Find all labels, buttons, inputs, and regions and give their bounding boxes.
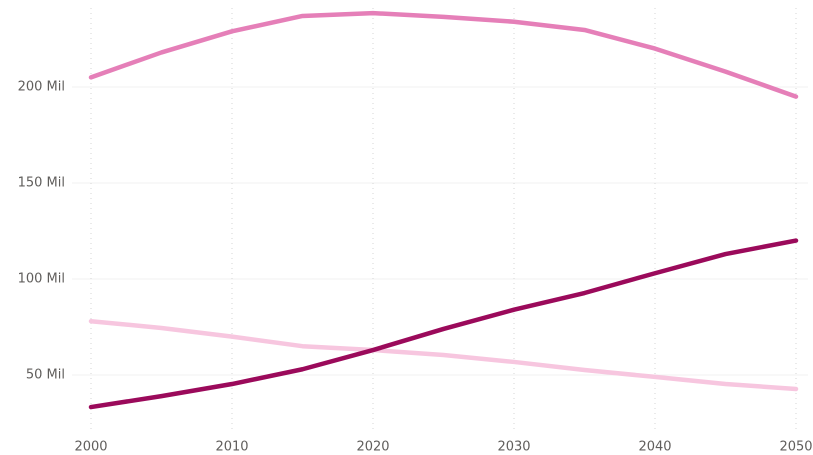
y-tick-label: 100 Mil xyxy=(18,272,65,287)
x-tick-label: 2030 xyxy=(497,440,530,455)
x-tick-label: 2010 xyxy=(215,440,248,455)
line-series xyxy=(88,238,799,410)
x-tick-label: 2020 xyxy=(356,440,389,455)
y-tick-label: 150 Mil xyxy=(18,176,65,191)
x-tick-label: 2040 xyxy=(638,440,671,455)
x-tick-label: 2050 xyxy=(779,440,812,455)
line-series xyxy=(88,318,799,392)
y-tick-label: 200 Mil xyxy=(18,80,65,95)
line-series xyxy=(88,10,799,99)
y-tick-label: 50 Mil xyxy=(26,368,65,383)
x-tick-label: 2000 xyxy=(74,440,107,455)
